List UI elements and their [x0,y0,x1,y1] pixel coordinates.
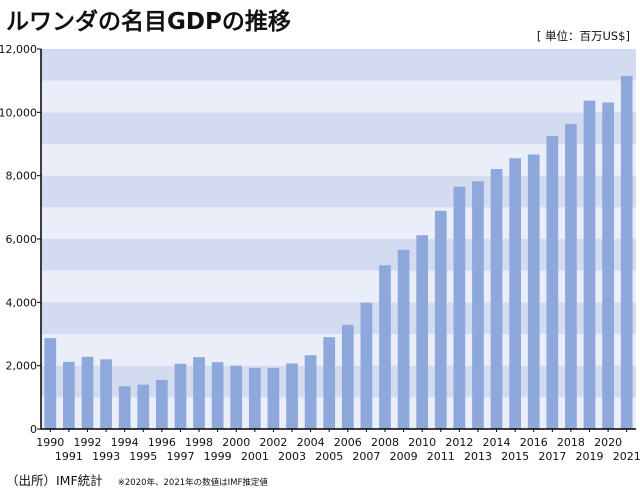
bar-2021 [620,75,633,430]
bar-1994 [118,386,131,429]
x-tick-label: 1990 [36,436,64,449]
bar-2000 [230,365,243,429]
bar-2001 [248,367,261,429]
bar-2003 [286,363,298,429]
x-tick-label: 1994 [111,436,139,449]
x-tick-label: 2014 [483,436,511,449]
x-tick-label: 2015 [501,450,529,463]
x-tick-label: 2010 [408,436,436,449]
x-tick-label: 2013 [464,450,492,463]
bar-1990 [44,338,57,429]
bar-2011 [434,210,447,429]
bar-2015 [509,158,521,429]
x-tick-label: 2011 [427,450,455,463]
bar-2017 [546,136,559,430]
bar-2005 [323,337,336,429]
x-tick-label: 1993 [92,450,120,463]
bar-2019 [583,100,596,429]
grid-band [41,112,636,144]
bar-1995 [137,384,150,429]
bar-2012 [453,186,466,429]
x-tick-label: 2018 [557,436,585,449]
y-tick-label: 2,000 [6,360,38,373]
x-tick-label: 1997 [166,450,194,463]
bar-1999 [211,362,224,429]
x-tick-label: 2006 [334,436,362,449]
x-tick-label: 2008 [371,436,399,449]
bar-1997 [174,363,187,429]
bar-2004 [304,355,317,429]
y-tick-label: 12,000 [0,43,37,56]
x-tick-label: 2020 [594,436,622,449]
bar-1992 [81,356,94,429]
bar-1996 [156,379,168,429]
x-tick-label: 2012 [445,436,473,449]
footer: （出所）IMF統計 ※2020年、2021年の数値はIMF推定値 [6,470,268,489]
grid-band [41,80,636,113]
bar-2009 [397,249,410,429]
bar-2016 [527,154,540,429]
bar-2002 [267,367,280,429]
bar-2018 [565,124,577,430]
grid-band [41,49,636,81]
chart-title: ルワンダの名目GDPの推移 [6,9,291,35]
bar-1991 [63,361,75,429]
bar-2008 [379,265,391,429]
y-tick-label: 8,000 [6,170,38,183]
x-tick-label: 1995 [129,450,157,463]
x-tick-label: 2004 [297,436,325,449]
x-tick-label: 2009 [390,450,418,463]
y-tick-label: 4,000 [6,296,38,309]
x-tick-label: 2019 [576,450,604,463]
x-axis: 1990199119921993199419951996199719981999… [36,428,640,463]
x-tick-label: 2021 [613,450,640,463]
bars [44,75,633,430]
x-tick-label: 1998 [185,436,213,449]
x-tick-label: 1992 [73,436,101,449]
x-tick-label: 1991 [55,450,83,463]
estimate-note: ※2020年、2021年の数値はIMF推定値 [117,478,268,488]
x-tick-label: 2001 [241,450,269,463]
bar-2020 [602,102,614,430]
bar-2013 [472,181,484,429]
bar-2007 [360,302,373,429]
x-tick-label: 2003 [278,450,306,463]
bar-1993 [100,359,112,429]
x-tick-label: 1999 [204,450,232,463]
bar-2006 [341,324,354,429]
x-tick-label: 2002 [259,436,287,449]
x-tick-label: 2007 [352,450,380,463]
y-tick-label: 6,000 [6,233,38,246]
x-tick-label: 2000 [222,436,250,449]
x-tick-label: 2017 [538,450,566,463]
bar-2014 [490,169,503,429]
y-tick-label: 0 [30,423,37,436]
unit-label: [ 単位：百万US$] [536,29,630,43]
x-tick-label: 1996 [148,436,176,449]
bar-2010 [416,235,429,429]
y-tick-label: 10,000 [0,106,37,119]
x-tick-label: 2016 [520,436,548,449]
bar-1998 [193,357,205,429]
source-label: （出所）IMF統計 [6,473,103,488]
x-tick-label: 2005 [315,450,343,463]
y-axis: 0 2,000 4,000 6,000 8,000 10,000 12,000 [0,43,42,436]
